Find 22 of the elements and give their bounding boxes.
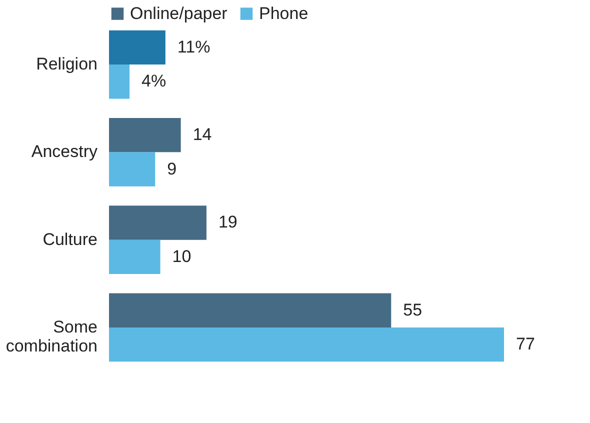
legend-label: Phone: [259, 4, 308, 23]
bar: [109, 206, 206, 240]
data-label: 10: [172, 246, 192, 266]
bar: [109, 327, 504, 362]
bar: [109, 64, 130, 99]
bar: [109, 30, 166, 65]
bar: [109, 118, 181, 152]
y-tick-label: Culture: [42, 230, 98, 249]
y-tick-label: Some combination: [6, 317, 98, 356]
data-label: 9: [167, 159, 177, 178]
bar: [109, 152, 156, 186]
data-label: 4%: [142, 72, 166, 91]
data-label: 14: [192, 125, 212, 144]
data-label: 11%: [177, 37, 210, 56]
legend-label: Online/paper: [130, 4, 228, 23]
bar: [109, 293, 392, 328]
data-label: 77: [516, 334, 535, 354]
bar: [109, 240, 160, 274]
y-tick-label: Ancestry: [31, 142, 98, 162]
data-label: 19: [218, 212, 238, 232]
data-label: 55: [403, 300, 422, 320]
y-tick-label: Religion: [36, 54, 98, 74]
